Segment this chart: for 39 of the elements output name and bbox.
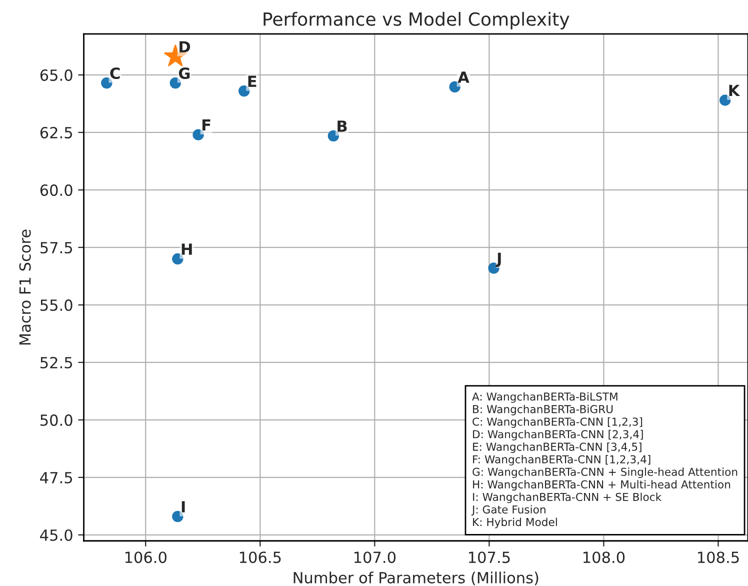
point [328, 130, 340, 142]
y-tick-label: 57.5 [40, 242, 72, 254]
series-label: D [180, 41, 190, 52]
point [101, 77, 112, 89]
y-tick-label: 47.5 [40, 472, 72, 484]
x-tick-label: 108.0 [584, 552, 625, 564]
x-tick-label: 107.0 [354, 552, 396, 564]
y-tick-label: 60.0 [40, 184, 72, 196]
series-label: I [182, 501, 185, 512]
y-tick-label: 52.5 [40, 356, 72, 368]
point [170, 77, 181, 89]
series-label: H [182, 244, 192, 255]
x-tick-label: 106.0 [125, 552, 166, 564]
series-label: K [729, 84, 740, 96]
y-axis-title: Macro F1 Score [19, 230, 31, 345]
text: A: WangchanBERTa-BiLSTM B: WangchanBERTa-BiGRU C: WangchanBERTa-CNN [1,2,3] D: WangchanBERTa-CNN [2,3,4] E: WangchanBERTa-CNN [3,4,5] F: WangchanBERTa-CNN [1,2,3,4] G: WangchanBERTa-CNN + Single-head Attention H: WangchanBERTa-CNN + Multi-head Attention I: WangchanBERTa-CNN + SE Block J: Gate Fusion K: Hybrid Model [471, 392, 738, 528]
series-label: E [248, 76, 256, 87]
series-label: J [496, 252, 501, 268]
y-tick-label: 62.5 [40, 126, 72, 138]
series-label: A [458, 72, 470, 83]
x-tick-label: 108.5 [698, 552, 739, 564]
point [192, 129, 204, 140]
point [719, 94, 731, 106]
point [172, 253, 184, 265]
y-tick-label: 55.0 [40, 299, 72, 311]
x-tick-label: 106.5 [240, 552, 281, 564]
point [449, 81, 460, 92]
point [172, 510, 184, 522]
x-tick-label: 107.5 [468, 552, 510, 564]
series-label: C [110, 67, 120, 80]
series-label: G [178, 67, 190, 80]
y-tick-label: 50.0 [40, 414, 72, 426]
y-tick-label: 65.0 [40, 69, 72, 81]
point [238, 85, 250, 97]
x-axis-title: Number of Parameters (Millions) [294, 572, 538, 586]
series-label: F [202, 119, 210, 131]
chart-title: Performance vs Model Complexity [264, 12, 570, 30]
series-label: B [338, 120, 347, 132]
y-tick-label: 45.0 [40, 529, 72, 541]
